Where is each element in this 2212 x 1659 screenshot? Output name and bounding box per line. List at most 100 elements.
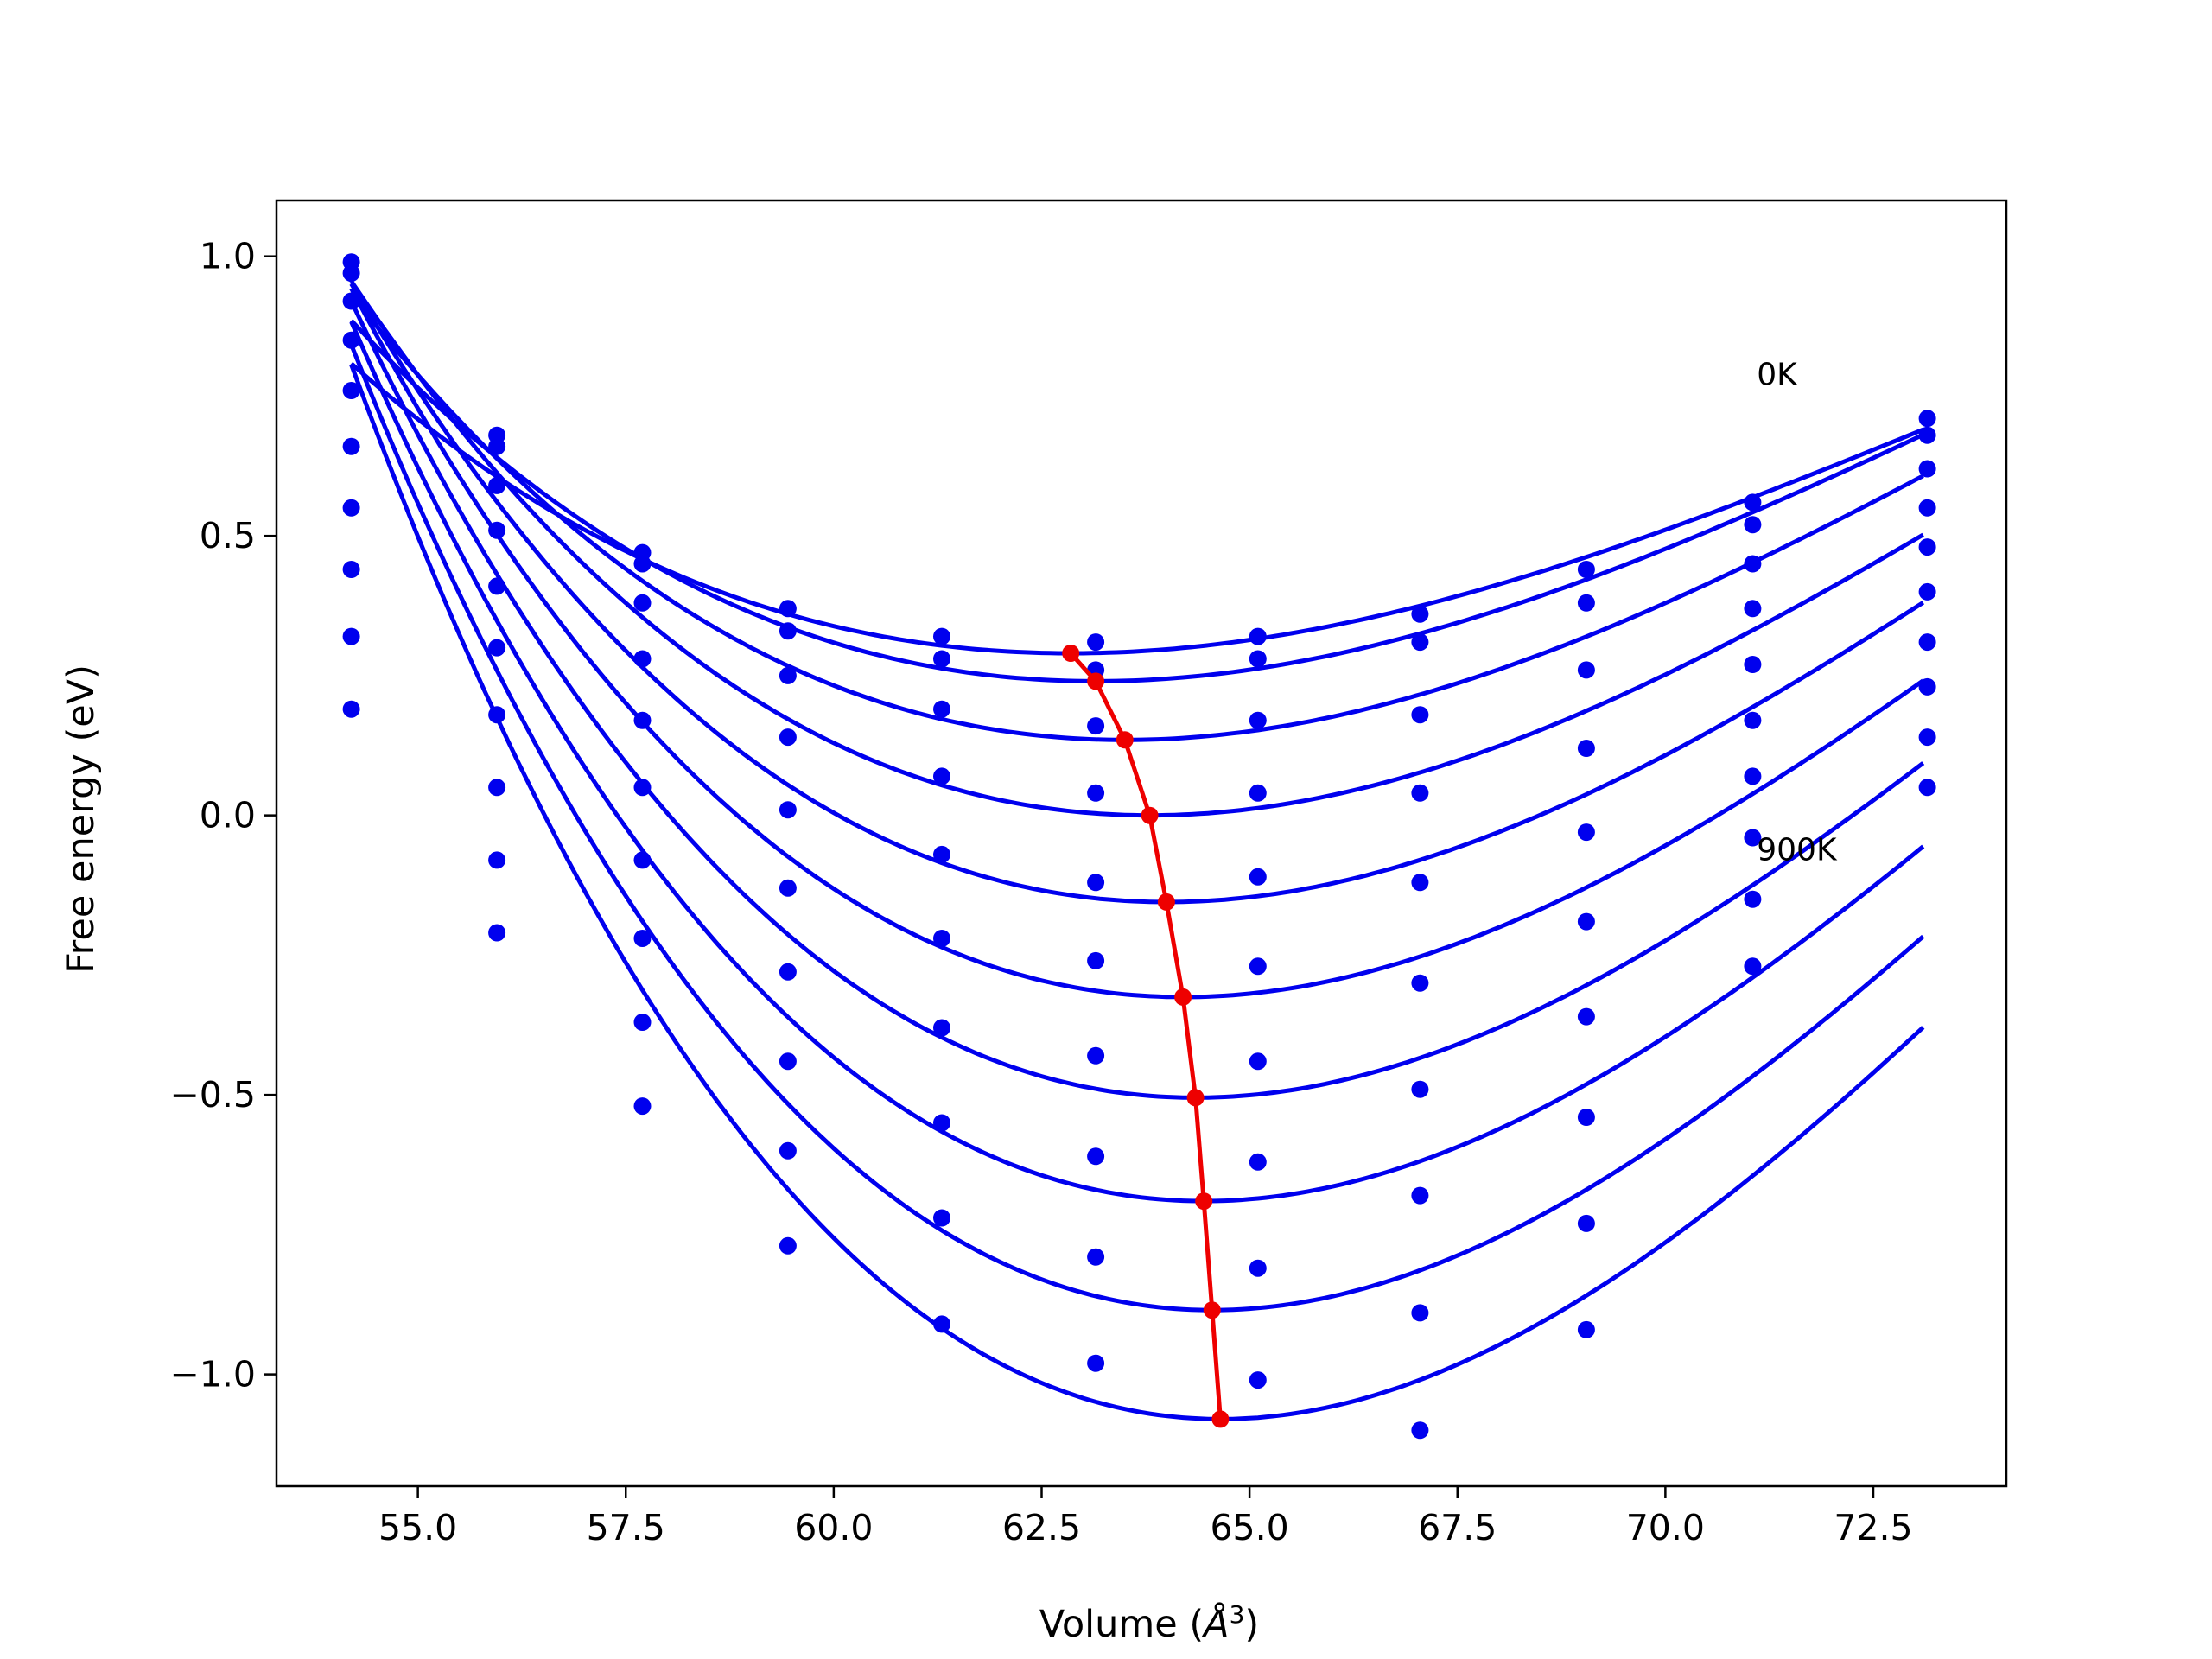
data-point-s5-7 bbox=[1249, 868, 1267, 886]
data-point-s5-10 bbox=[1744, 656, 1762, 673]
y-axis-label: Free energy (eV) bbox=[60, 664, 103, 974]
data-point-s3-8 bbox=[1411, 706, 1429, 724]
minima-point-1 bbox=[1062, 645, 1080, 662]
x-axis-label-text: Volume ( bbox=[1039, 1603, 1204, 1646]
data-point-s9-3 bbox=[633, 1014, 652, 1031]
data-point-s7-5 bbox=[933, 1019, 950, 1037]
data-point-s6-9 bbox=[1577, 912, 1595, 931]
axes-frame bbox=[275, 199, 2008, 1488]
data-point-s4-7 bbox=[1249, 784, 1267, 802]
x-tick-label: 72.5 bbox=[1834, 1507, 1912, 1548]
data-point-s10-9 bbox=[1577, 1320, 1595, 1338]
y-tick-label: −0.5 bbox=[169, 1074, 256, 1116]
data-point-s6-7 bbox=[1249, 957, 1267, 976]
data-point-s3-2 bbox=[488, 476, 506, 494]
data-point-s6-5 bbox=[933, 930, 950, 947]
data-point-s4-1 bbox=[342, 331, 360, 349]
minima-point-2 bbox=[1087, 672, 1105, 690]
data-point-s8-11 bbox=[1918, 677, 1936, 696]
fit-curve-9 bbox=[349, 344, 1925, 1313]
data-point-s6-10 bbox=[1744, 711, 1762, 729]
data-point-s4-6 bbox=[1087, 784, 1105, 802]
data-point-s4-10 bbox=[1744, 600, 1762, 618]
data-point-s10-2 bbox=[488, 924, 506, 942]
fit-curve-1 bbox=[349, 361, 1924, 656]
data-point-s5-1 bbox=[342, 382, 360, 399]
data-point-s2-3 bbox=[633, 555, 652, 573]
minima-point-6 bbox=[1174, 988, 1192, 1006]
data-point-s10-4 bbox=[779, 1236, 797, 1255]
data-point-s4-8 bbox=[1411, 784, 1429, 802]
y-tick-label: 0.5 bbox=[200, 515, 256, 556]
minima-line bbox=[1069, 652, 1223, 1420]
y-tick-label: −1.0 bbox=[169, 1354, 256, 1395]
minima-point-8 bbox=[1195, 1192, 1213, 1211]
data-point-s8-8 bbox=[1411, 1186, 1429, 1205]
data-point-s3-9 bbox=[1577, 661, 1595, 679]
data-point-s2-1 bbox=[342, 264, 360, 283]
data-point-s8-6 bbox=[1087, 1147, 1105, 1166]
data-point-s5-3 bbox=[633, 711, 652, 729]
annotation-0k: 0K bbox=[1757, 357, 1798, 392]
fit-curve-4 bbox=[349, 280, 1924, 818]
data-point-s8-1 bbox=[342, 561, 360, 578]
y-tick-label: 0.0 bbox=[200, 795, 256, 836]
data-point-s2-5 bbox=[933, 650, 950, 668]
data-point-s7-2 bbox=[488, 706, 506, 724]
data-point-s3-1 bbox=[342, 292, 360, 310]
data-point-s4-9 bbox=[1577, 740, 1595, 757]
data-point-s3-3 bbox=[633, 594, 652, 612]
data-point-s10-8 bbox=[1411, 1421, 1429, 1440]
x-tick-label: 57.5 bbox=[587, 1507, 665, 1548]
x-axis-label-close: ) bbox=[1244, 1603, 1259, 1646]
data-point-s5-4 bbox=[779, 801, 797, 819]
x-tick-label: 67.5 bbox=[1418, 1507, 1497, 1548]
plot-area bbox=[342, 253, 1936, 1440]
data-point-s5-6 bbox=[1087, 874, 1105, 892]
data-point-s7-4 bbox=[779, 963, 797, 981]
data-point-s8-4 bbox=[779, 1052, 797, 1071]
x-axis-label-symbol: Å bbox=[1201, 1602, 1229, 1646]
data-point-s5-9 bbox=[1577, 823, 1595, 842]
data-point-s7-1 bbox=[342, 499, 360, 517]
data-point-s8-2 bbox=[488, 779, 506, 797]
data-point-s4-4 bbox=[779, 728, 797, 747]
data-point-s7-10 bbox=[1744, 767, 1762, 785]
data-point-s6-1 bbox=[342, 437, 360, 455]
x-axis-label-exponent: 3 bbox=[1230, 1600, 1245, 1629]
data-point-s9-2 bbox=[488, 851, 506, 869]
data-point-s9-6 bbox=[1087, 1248, 1105, 1266]
data-point-s4-11 bbox=[1918, 499, 1936, 517]
minima-point-4 bbox=[1141, 806, 1159, 824]
x-tick-label: 70.0 bbox=[1626, 1507, 1705, 1548]
data-point-s2-9 bbox=[1577, 594, 1595, 612]
data-point-s1-8 bbox=[1411, 605, 1429, 623]
data-point-s3-4 bbox=[779, 666, 797, 684]
data-point-s8-10 bbox=[1744, 829, 1762, 847]
x-axis-label: Volume (Å3) bbox=[1039, 1600, 1259, 1646]
data-point-s5-8 bbox=[1411, 874, 1429, 892]
data-point-s9-8 bbox=[1411, 1304, 1429, 1322]
fit-curve-10 bbox=[349, 364, 1925, 1421]
data-point-s9-5 bbox=[933, 1209, 950, 1227]
data-point-s6-2 bbox=[488, 639, 506, 657]
data-point-s10-11 bbox=[1918, 779, 1936, 797]
data-point-s3-11 bbox=[1918, 460, 1936, 478]
minima-point-5 bbox=[1157, 893, 1175, 911]
data-point-s10-6 bbox=[1087, 1354, 1105, 1372]
data-point-s10-3 bbox=[633, 1097, 652, 1116]
x-tick-label: 65.0 bbox=[1210, 1507, 1288, 1548]
data-point-s4-2 bbox=[488, 521, 506, 539]
data-point-s7-6 bbox=[1087, 1046, 1105, 1065]
fit-curve-6 bbox=[349, 287, 1925, 1000]
data-point-s10-10 bbox=[1744, 957, 1762, 976]
data-point-s1-11 bbox=[1918, 410, 1936, 428]
data-point-s3-7 bbox=[1249, 711, 1267, 729]
data-point-s7-8 bbox=[1411, 1080, 1429, 1098]
data-point-s9-9 bbox=[1577, 1214, 1595, 1232]
data-point-s2-11 bbox=[1918, 426, 1936, 444]
data-point-s6-11 bbox=[1918, 582, 1936, 601]
data-point-s2-4 bbox=[779, 622, 797, 640]
data-point-s5-5 bbox=[933, 845, 950, 863]
